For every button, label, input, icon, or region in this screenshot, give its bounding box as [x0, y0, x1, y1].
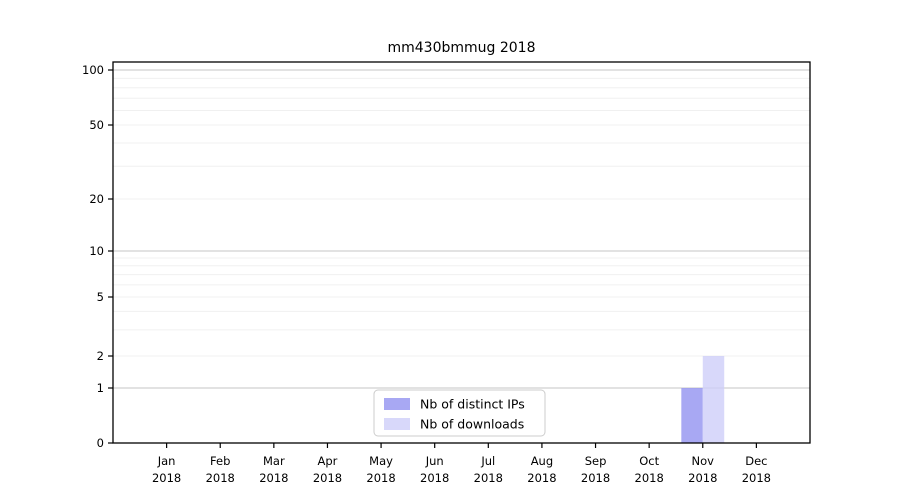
x-tick-label-year: 2018 — [259, 471, 288, 485]
x-tick-label-month: Aug — [531, 454, 553, 468]
y-tick-label: 100 — [82, 63, 104, 77]
x-tick-label-month: May — [369, 454, 393, 468]
legend-box — [373, 389, 546, 437]
x-tick-label-year: 2018 — [474, 471, 503, 485]
x-tick-label-month: Sep — [585, 454, 607, 468]
y-tick-label: 50 — [89, 118, 104, 132]
legend-label: Nb of downloads — [420, 417, 524, 432]
y-tick-label: 10 — [89, 244, 104, 258]
y-tick-label: 2 — [97, 349, 104, 363]
legend-label: Nb of distinct IPs — [420, 397, 525, 412]
y-tick-label: 20 — [89, 192, 104, 206]
x-tick-label-year: 2018 — [366, 471, 395, 485]
x-tick-label-year: 2018 — [206, 471, 235, 485]
x-tick-label-month: Jan — [157, 454, 176, 468]
x-tick-label-year: 2018 — [581, 471, 610, 485]
x-tick-label-month: Dec — [745, 454, 767, 468]
y-tick-label: 0 — [97, 436, 104, 450]
y-tick-label: 1 — [97, 381, 104, 395]
x-tick-label-year: 2018 — [635, 471, 664, 485]
x-tick-label-month: Jul — [480, 454, 495, 468]
x-tick-label-year: 2018 — [527, 471, 556, 485]
x-tick-label-year: 2018 — [742, 471, 771, 485]
x-tick-label-year: 2018 — [313, 471, 342, 485]
bar-downloads — [702, 356, 725, 443]
chart-title: mm430bmmug 2018 — [388, 40, 536, 56]
bar-distinct-ips — [681, 388, 703, 443]
x-tick-label-month: Mar — [263, 454, 285, 468]
plot-border — [112, 61, 811, 444]
x-tick-label-year: 2018 — [152, 471, 181, 485]
legend-swatch — [384, 398, 410, 410]
y-tick-label: 5 — [97, 290, 104, 304]
x-tick-label-month: Apr — [318, 454, 338, 468]
x-tick-label-month: Jun — [425, 454, 444, 468]
x-tick-label-month: Oct — [639, 454, 659, 468]
x-tick-label-month: Feb — [210, 454, 230, 468]
x-tick-label-year: 2018 — [420, 471, 449, 485]
x-tick-label-month: Nov — [692, 454, 715, 468]
legend-swatch — [384, 418, 410, 430]
x-tick-label-year: 2018 — [688, 471, 717, 485]
